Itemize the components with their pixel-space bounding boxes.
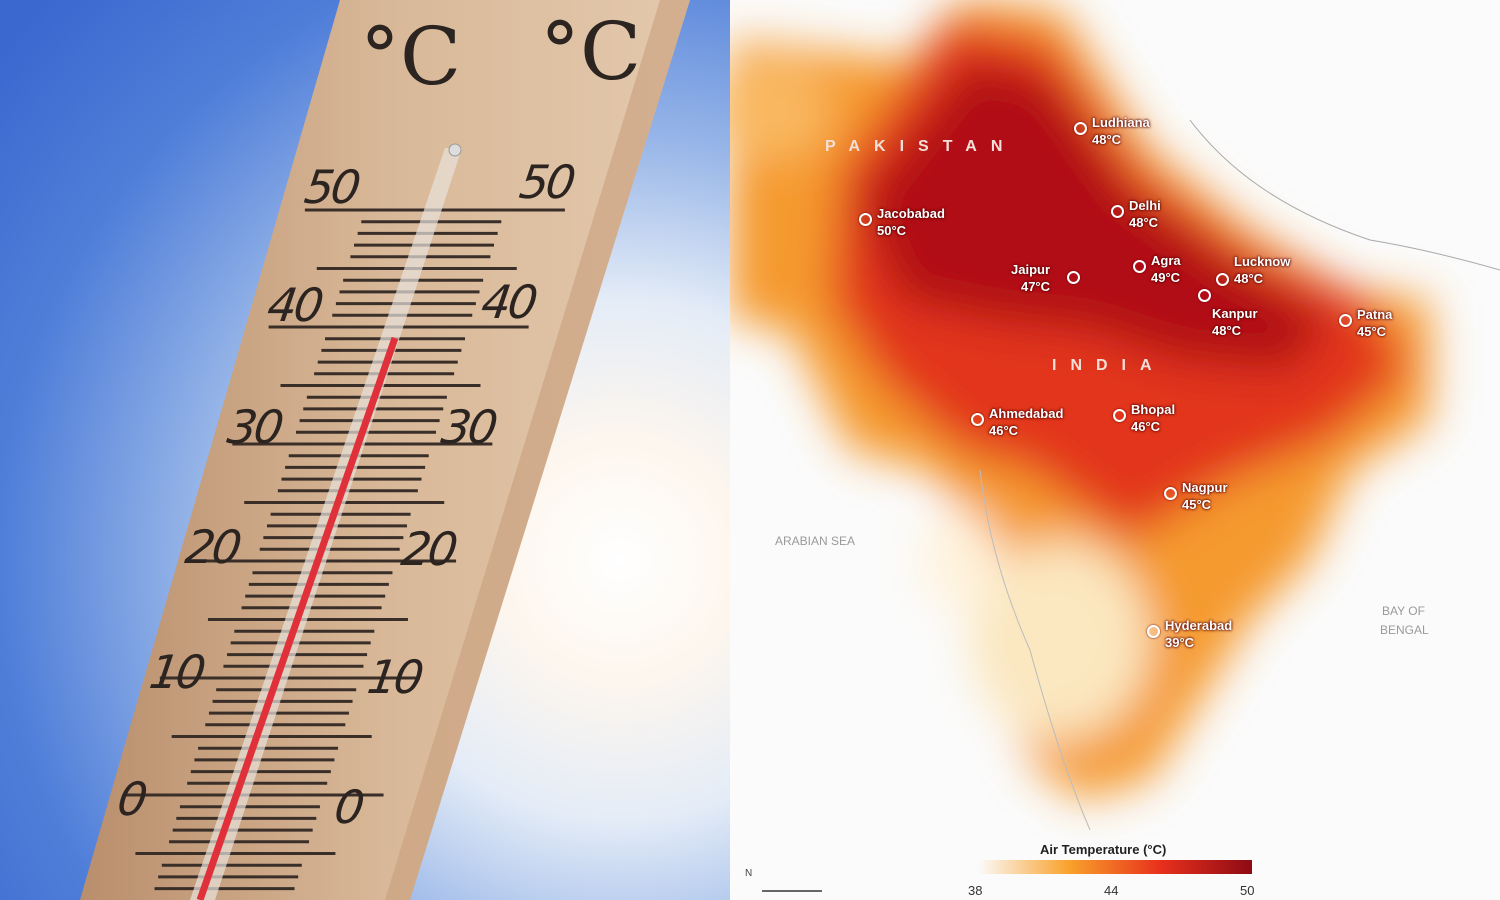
city-label-agra: Agra 49°C xyxy=(1151,252,1181,286)
city-marker xyxy=(971,413,984,426)
city-name: Nagpur xyxy=(1182,480,1228,495)
city-name: Jacobabad xyxy=(877,206,945,221)
city-name: Ahmedabad xyxy=(989,406,1064,421)
label-arabian-sea: ARABIAN SEA xyxy=(775,534,856,548)
city-marker xyxy=(1164,487,1177,500)
scale-40-right: 40 xyxy=(478,275,539,329)
city-temperature: 48°C xyxy=(1129,215,1159,230)
temperature-field xyxy=(730,0,1500,831)
city-name: Jaipur xyxy=(1011,262,1051,277)
city-temperature: 48°C xyxy=(1234,271,1264,286)
city-label-patna: Patna 45°C xyxy=(1357,306,1392,340)
north-arrow-icon: N xyxy=(745,868,753,879)
city-marker xyxy=(1067,271,1080,284)
heat-map: PAKISTAN INDIA ARABIAN SEA BAY OF BENGAL… xyxy=(730,0,1500,900)
celsius-label-right: °C xyxy=(540,5,642,98)
city-label-ludhiana: Ludhiana 48°C xyxy=(1092,114,1150,148)
scale-20-left: 20 xyxy=(182,520,243,574)
thermometer-board xyxy=(80,0,690,900)
city-name: Hyderabad xyxy=(1165,618,1233,633)
legend-title: Air Temperature (°C) xyxy=(1040,842,1167,857)
city-temperature: 45°C xyxy=(1182,497,1212,512)
scale-bar xyxy=(762,890,822,892)
city-temperature: 49°C xyxy=(1151,270,1181,285)
label-pakistan: PAKISTAN xyxy=(825,138,1017,155)
scale-30-right: 30 xyxy=(438,400,499,454)
city-temperature: 48°C xyxy=(1212,323,1242,338)
scale-10-right: 10 xyxy=(364,650,425,704)
legend-tick-mid: 44 xyxy=(1104,883,1119,898)
city-name: Kanpur xyxy=(1212,306,1258,321)
city-label-lucknow: Lucknow 48°C xyxy=(1234,253,1290,287)
city-temperature: 50°C xyxy=(877,223,907,238)
city-marker xyxy=(1147,625,1160,638)
mercury-column xyxy=(196,336,399,900)
legend-tick-max: 50 xyxy=(1240,883,1255,898)
city-label-nagpur: Nagpur 45°C xyxy=(1182,479,1228,513)
city-temperature: 39°C xyxy=(1165,635,1195,650)
city-marker xyxy=(1198,289,1211,302)
label-bay-of-bengal-2: BENGAL xyxy=(1380,623,1429,637)
legend-tick-min: 38 xyxy=(968,883,983,898)
city-name: Patna xyxy=(1357,307,1393,322)
scale-30-left: 30 xyxy=(224,400,285,454)
city-name: Lucknow xyxy=(1234,254,1291,269)
city-temperature: 46°C xyxy=(989,423,1019,438)
city-marker xyxy=(1074,122,1087,135)
city-label-bhopal: Bhopal 46°C xyxy=(1131,401,1175,435)
city-marker xyxy=(1216,273,1229,286)
thermometer-photo: °C °C 50 50 40 40 30 30 20 20 10 10 0 0 xyxy=(0,0,730,900)
celsius-label-left: °C xyxy=(360,10,462,103)
scale-50-right: 50 xyxy=(516,155,577,209)
scale-20-right: 20 xyxy=(398,522,459,576)
city-label-ahmedabad: Ahmedabad 46°C xyxy=(989,405,1063,439)
scale-50-left: 50 xyxy=(301,160,362,214)
city-name: Delhi xyxy=(1129,198,1161,213)
city-marker xyxy=(859,213,872,226)
city-marker xyxy=(1339,314,1352,327)
city-label-hyderabad: Hyderabad 39°C xyxy=(1165,617,1232,651)
scale-40-left: 40 xyxy=(264,278,325,332)
city-label-kanpur: Kanpur 48°C xyxy=(1212,305,1258,339)
legend-color-bar xyxy=(978,860,1252,874)
city-temperature: 48°C xyxy=(1092,132,1122,147)
city-marker xyxy=(1133,260,1146,273)
city-label-jacobabad: Jacobabad 50°C xyxy=(877,205,945,239)
city-temperature: 45°C xyxy=(1357,324,1387,339)
label-bay-of-bengal-1: BAY OF xyxy=(1382,604,1425,618)
city-name: Ludhiana xyxy=(1092,115,1150,130)
city-label-jaipur: Jaipur 47°C xyxy=(1011,261,1050,295)
scale-10-left: 10 xyxy=(146,645,207,699)
city-marker xyxy=(1113,409,1126,422)
city-name: Agra xyxy=(1151,253,1181,268)
city-name: Bhopal xyxy=(1131,402,1176,417)
city-temperature: 47°C xyxy=(1020,279,1051,294)
city-temperature: 46°C xyxy=(1131,419,1161,434)
city-marker xyxy=(1111,205,1124,218)
label-india: INDIA xyxy=(1052,357,1166,374)
city-label-delhi: Delhi 48°C xyxy=(1129,197,1161,231)
